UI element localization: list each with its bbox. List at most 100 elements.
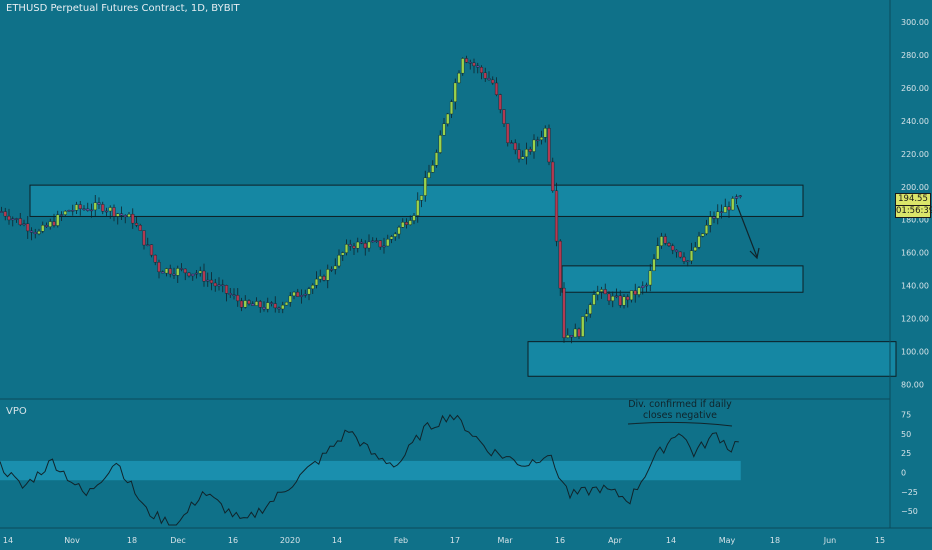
candle-body: [273, 303, 277, 309]
x-axis-ticks: 14 Nov 18 Dec 16 2020 14 Feb 17 Mar 16 Apr 14 May 18 Ju…: [3, 536, 885, 545]
candle-body: [626, 296, 630, 301]
candle-body: [243, 300, 247, 308]
vpo-tick-label: 50: [901, 430, 911, 439]
candle-body: [663, 236, 667, 244]
y-tick-label: 120.00: [901, 315, 929, 324]
candle-body: [431, 165, 435, 173]
candle-body: [671, 245, 675, 251]
candle-body: [292, 291, 296, 297]
candle-body: [97, 202, 101, 205]
y-tick-label: 80.00: [901, 381, 924, 390]
candle-body: [716, 211, 720, 219]
x-tick-label: 2020: [280, 536, 300, 545]
candle-body: [127, 213, 131, 217]
indicator-label: VPO: [6, 406, 27, 417]
candle-body: [637, 287, 641, 295]
candle-body: [539, 137, 544, 141]
candle-body: [524, 149, 529, 157]
y-tick-label: 180.00: [901, 216, 929, 225]
vpo-line: [0, 413, 739, 526]
x-tick-label: 14: [332, 536, 342, 545]
candle-body: [48, 221, 52, 227]
candle-body: [446, 113, 450, 124]
candle-body: [198, 270, 202, 274]
candle-body: [258, 301, 262, 308]
candle-body: [7, 215, 11, 221]
candle-body: [404, 222, 409, 225]
candle-body: [442, 123, 446, 136]
x-tick-label: 16: [555, 536, 565, 545]
candle-body: [11, 218, 15, 221]
x-tick-label: 15: [875, 536, 885, 545]
vpo-band: [0, 460, 741, 481]
candle-body: [303, 293, 307, 296]
candle-body: [382, 245, 386, 248]
candle-body: [112, 207, 116, 217]
candle-body: [476, 65, 480, 68]
candle-body: [588, 304, 592, 315]
candle-body: [228, 293, 232, 295]
price-zone: [527, 341, 897, 377]
candle-body: [468, 62, 472, 64]
candle-body: [371, 240, 375, 243]
candle-body: [629, 290, 634, 301]
candle-body: [408, 220, 412, 225]
x-tick-label: 18: [127, 536, 137, 545]
candle-body: [179, 268, 184, 270]
candle-body: [318, 276, 322, 280]
candle-body: [581, 316, 585, 337]
candle-body: [116, 213, 120, 217]
candle-body: [157, 262, 161, 273]
candle-body: [134, 222, 139, 226]
candle-body: [164, 268, 169, 274]
candle-body: [37, 231, 41, 235]
candle-body: [3, 211, 7, 217]
candle-body: [461, 58, 465, 74]
candle-body: [254, 301, 259, 306]
candle-body: [146, 244, 150, 246]
candle-body: [202, 270, 206, 282]
candle-body: [281, 304, 285, 310]
candle-body: [614, 295, 619, 298]
vpo-series-line: [0, 413, 739, 526]
candle-body: [89, 209, 94, 212]
candle-body: [584, 313, 589, 317]
candle-body: [483, 72, 487, 79]
candle-body: [299, 295, 304, 297]
price-zone: [561, 265, 804, 293]
candle-body: [172, 273, 176, 276]
vpo-tick-label: −25: [901, 488, 918, 497]
y-tick-label: 280.00: [901, 51, 929, 60]
candle-body: [427, 172, 431, 178]
candle-body: [558, 240, 562, 289]
x-tick-label: 18: [770, 536, 780, 545]
candle-body: [123, 215, 127, 217]
candle-body: [221, 284, 225, 287]
candle-body: [397, 227, 401, 235]
candle-body: [251, 303, 255, 306]
candle-body: [153, 254, 157, 263]
candle-body: [213, 282, 217, 287]
candle-body: [119, 213, 124, 216]
candle-body: [506, 123, 510, 143]
candle-body: [464, 58, 469, 63]
candle-body: [217, 284, 221, 287]
candle-body: [14, 218, 19, 220]
candle-body: [547, 128, 551, 163]
candle-body: [502, 109, 506, 124]
y-tick-label: 300.00: [901, 18, 929, 27]
candle-body: [337, 254, 341, 267]
candle-body: [566, 335, 570, 338]
candle-body: [266, 302, 270, 310]
x-tick-label: Mar: [497, 536, 513, 545]
candle-body: [412, 215, 416, 221]
candle-body: [622, 296, 626, 306]
candle-body: [348, 244, 352, 247]
candle-body: [434, 152, 439, 166]
candle-body: [356, 241, 360, 249]
x-tick-label: May: [719, 536, 736, 545]
candle-body: [419, 195, 424, 201]
candle-body: [667, 243, 671, 247]
candle-body: [187, 272, 191, 277]
